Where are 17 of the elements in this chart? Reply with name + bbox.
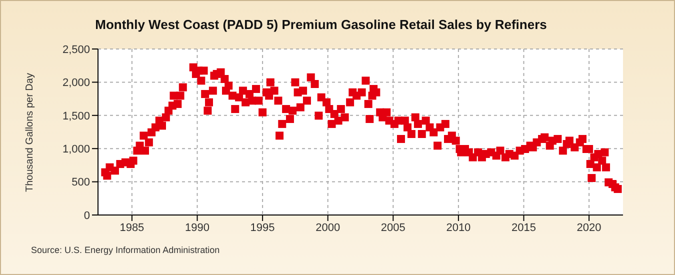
y-tick-label: 1,000	[62, 144, 90, 156]
x-tick-label: 2015	[512, 222, 536, 234]
y-tick-label: 1,500	[62, 110, 90, 122]
x-tick-label: 2000	[316, 222, 340, 234]
x-tick-label: 2020	[576, 222, 602, 234]
x-tick-label: 1995	[250, 222, 275, 234]
x-tick-label: 1985	[120, 222, 144, 234]
x-tick-label: 2010	[446, 222, 471, 234]
x-tick-label: 2005	[380, 222, 406, 234]
chart-title: Monthly West Coast (PADD 5) Premium Gasoline Retail Sales by Refiners	[94, 17, 548, 32]
y-tick-label: 500	[72, 176, 90, 189]
source-note: Source: U.S. Energy Information Administration	[31, 245, 220, 255]
y-tick-label: 0	[84, 210, 90, 222]
x-tick-label: 1990	[185, 222, 210, 234]
y-tick-label: 2,500	[62, 44, 90, 56]
y-axis-title: Thousand Gallons per Day	[24, 73, 36, 192]
y-tick-label: 2,000	[62, 77, 90, 90]
